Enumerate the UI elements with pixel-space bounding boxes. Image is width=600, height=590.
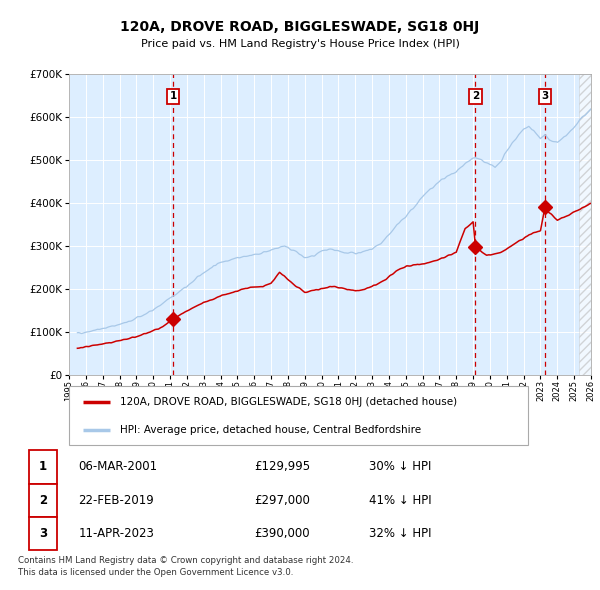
Text: Price paid vs. HM Land Registry's House Price Index (HPI): Price paid vs. HM Land Registry's House … — [140, 40, 460, 49]
Text: 1: 1 — [39, 460, 47, 474]
Text: 32% ↓ HPI: 32% ↓ HPI — [369, 526, 431, 540]
Text: 120A, DROVE ROAD, BIGGLESWADE, SG18 0HJ (detached house): 120A, DROVE ROAD, BIGGLESWADE, SG18 0HJ … — [119, 398, 457, 407]
Text: 3: 3 — [39, 526, 47, 540]
Text: £129,995: £129,995 — [254, 460, 310, 474]
Text: £390,000: £390,000 — [254, 526, 310, 540]
Text: 1: 1 — [169, 91, 176, 101]
Text: HPI: Average price, detached house, Central Bedfordshire: HPI: Average price, detached house, Cent… — [119, 425, 421, 434]
Text: 06-MAR-2001: 06-MAR-2001 — [78, 460, 157, 474]
FancyBboxPatch shape — [69, 386, 529, 445]
Text: 41% ↓ HPI: 41% ↓ HPI — [369, 493, 432, 507]
FancyBboxPatch shape — [29, 517, 57, 550]
Text: 120A, DROVE ROAD, BIGGLESWADE, SG18 0HJ: 120A, DROVE ROAD, BIGGLESWADE, SG18 0HJ — [121, 19, 479, 34]
Text: 11-APR-2023: 11-APR-2023 — [78, 526, 154, 540]
Text: £297,000: £297,000 — [254, 493, 310, 507]
Text: 3: 3 — [541, 91, 548, 101]
FancyBboxPatch shape — [29, 484, 57, 517]
Text: Contains HM Land Registry data © Crown copyright and database right 2024.
This d: Contains HM Land Registry data © Crown c… — [18, 556, 353, 577]
Polygon shape — [579, 74, 591, 375]
Text: 2: 2 — [39, 493, 47, 507]
FancyBboxPatch shape — [29, 451, 57, 484]
Text: 22-FEB-2019: 22-FEB-2019 — [78, 493, 154, 507]
Text: 2: 2 — [472, 91, 479, 101]
Text: 30% ↓ HPI: 30% ↓ HPI — [369, 460, 431, 474]
